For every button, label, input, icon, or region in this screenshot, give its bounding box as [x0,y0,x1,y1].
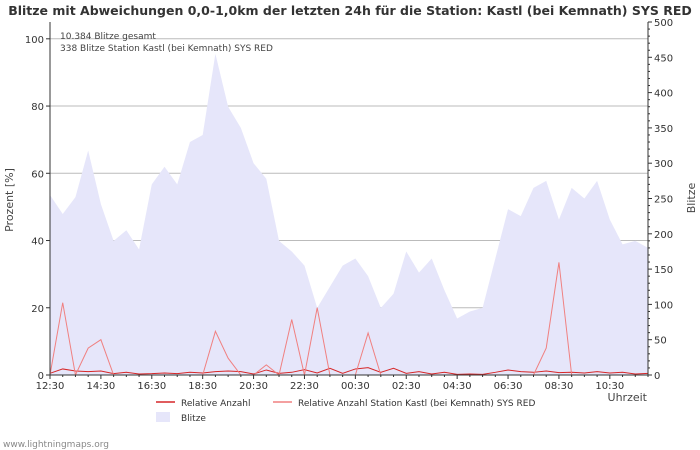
right-axis-ticks: 0 50 100 150 200 250 300 350 400 450 500 [648,18,673,382]
left-axis-ticks: 0 20 40 60 80 100 [25,35,50,382]
legend-label-blitze: Blitze [181,414,206,424]
legend-label-relative: Relative Anzahl [181,399,250,409]
chart-title: Blitze mit Abweichungen 0,0-1,0km der le… [8,3,692,18]
series-line-1 [49,367,649,375]
x-tick-label-6: 00:30 [341,381,370,392]
x-tick-label-4: 20:30 [239,381,268,392]
left-tick-label-4: 80 [31,102,44,113]
footer-credit: www.lightningmaps.org [3,440,109,450]
y-axis-label-left: Prozent [%] [3,168,16,232]
legend: Relative Anzahl Relative Anzahl Station … [156,399,535,424]
blitze-area-layer [50,53,648,376]
x-axis-ticks: 12:30 14:30 16:30 18:30 20:30 22:30 00:30 02:30… [36,375,649,392]
right-tick-label-2: 100 [654,300,673,311]
right-tick-label-6: 300 [654,159,673,170]
left-tick-label-5: 100 [25,35,44,46]
legend-swatch-blitze [156,412,170,422]
left-tick-label-1: 20 [31,304,44,315]
right-tick-label-9: 450 [654,53,673,64]
x-tick-label-0: 12:30 [36,381,65,392]
x-axis-label: Uhrzeit [608,391,648,404]
left-tick-label-3: 60 [31,169,44,180]
right-tick-label-5: 250 [654,195,673,206]
x-tick-label-1: 14:30 [86,381,115,392]
x-tick-label-9: 06:30 [494,381,523,392]
x-tick-label-7: 02:30 [392,381,421,392]
right-tick-label-8: 400 [654,89,673,100]
right-tick-label-7: 350 [654,124,673,135]
x-tick-label-3: 18:30 [188,381,217,392]
legend-label-station: Relative Anzahl Station Kastl (bei Kemna… [298,399,535,409]
x-tick-label-5: 22:30 [290,381,319,392]
series-area-blitze [50,53,648,376]
annotation-station: 338 Blitze Station Kastl (bei Kemnath) S… [60,44,273,54]
x-tick-label-11: 10:30 [595,381,624,392]
right-tick-label-0: 0 [654,371,660,382]
left-tick-label-2: 40 [31,237,44,248]
x-tick-label-2: 16:30 [137,381,166,392]
left-tick-label-0: 0 [38,371,44,382]
right-tick-label-1: 50 [654,336,667,347]
y-axis-label-right: Blitze [685,183,698,214]
x-tick-label-10: 08:30 [545,381,574,392]
right-tick-label-10: 500 [654,18,673,29]
x-tick-label-8: 04:30 [443,381,472,392]
right-tick-label-4: 200 [654,230,673,241]
right-tick-label-3: 150 [654,265,673,276]
annotation-total: 10.384 Blitze gesamt [60,32,156,42]
